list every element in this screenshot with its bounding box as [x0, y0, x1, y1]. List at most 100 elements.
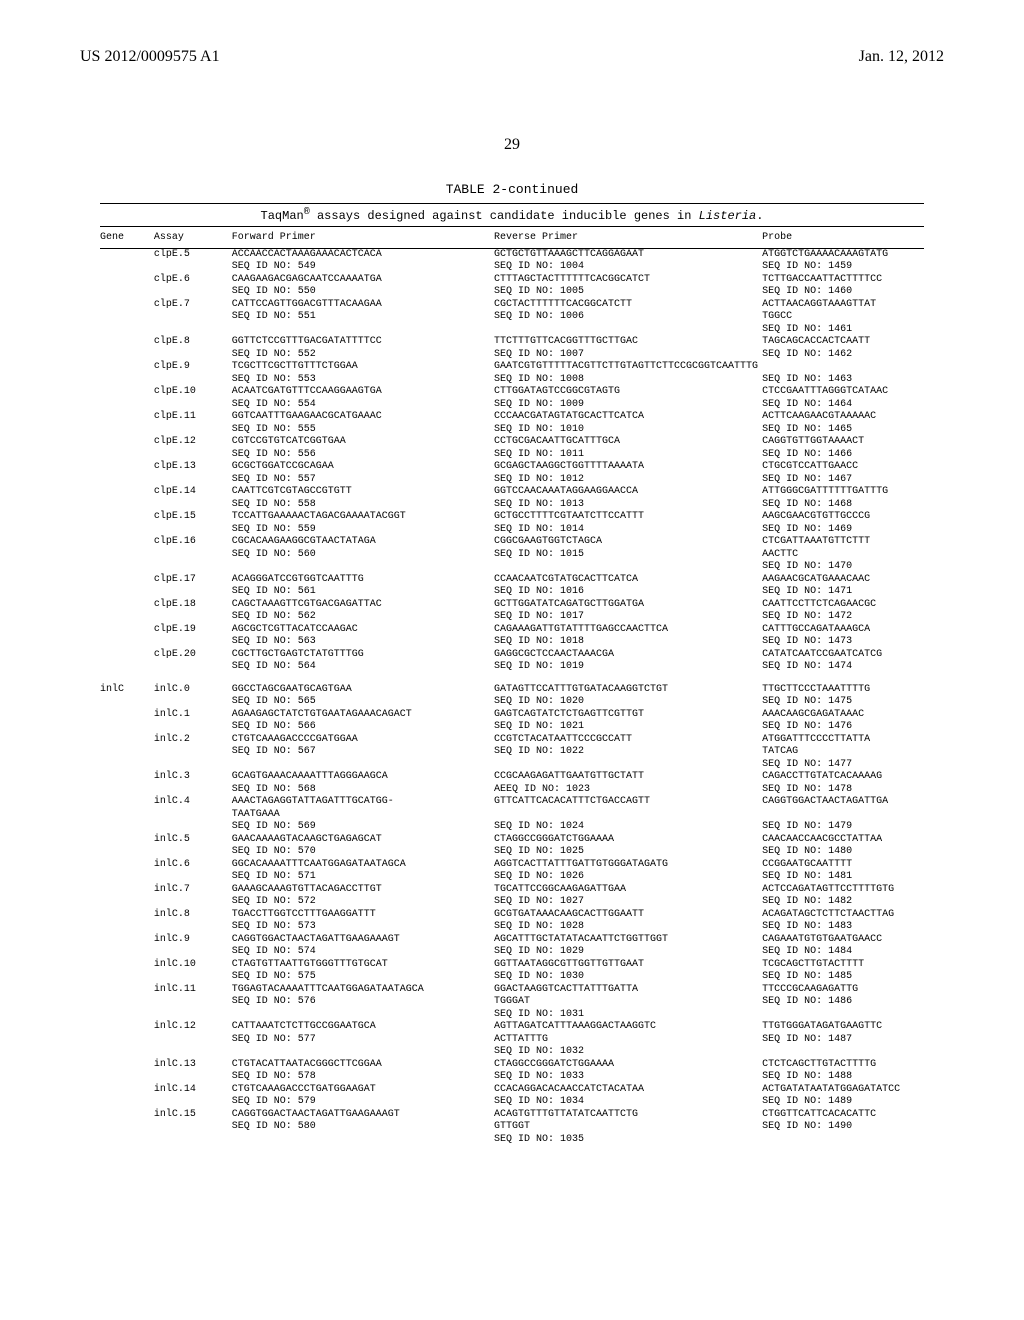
cell-rev: CTAGGCCGGGATCTGGAAAA SEQ ID NO: 1025 [494, 834, 762, 859]
col-fwd: Forward Primer [232, 229, 494, 248]
cell-fwd: GCAGTGAAACAAAATTTAGGGAAGCA SEQ ID NO: 56… [232, 771, 494, 796]
cell-gene [100, 859, 154, 884]
cell-gene [100, 796, 154, 834]
cell-assay: inlC.11 [154, 984, 232, 1022]
cell-fwd: AGCGCTCGTTACATCCAAGAC SEQ ID NO: 563 [232, 624, 494, 649]
cell-gene [100, 984, 154, 1022]
cell-assay: clpE.18 [154, 599, 232, 624]
cell-gene [100, 574, 154, 599]
cell-fwd: AAACTAGAGGTATTAGATTTGCATGG- TAATGAAA SEQ… [232, 796, 494, 834]
cell-fwd: GGCCTAGCGAATGCAGTGAA SEQ ID NO: 565 [232, 684, 494, 709]
cell-probe: ACTGATATAATATGGAGATATCC SEQ ID NO: 1489 [762, 1084, 924, 1109]
cell-fwd: CATTAAATCTCTTGCCGGAATGCA SEQ ID NO: 577 [232, 1021, 494, 1059]
cell-assay: inlC.7 [154, 884, 232, 909]
cell-rev: GGTCCAACAAATAGGAAGGAACCA SEQ ID NO: 1013 [494, 486, 762, 511]
cell-rev: GCTGCTGTTAAAGCTTCAGGAGAAT SEQ ID NO: 100… [494, 248, 762, 274]
table-caption: TABLE 2-continued [80, 182, 944, 197]
cell-assay: clpE.8 [154, 336, 232, 361]
cell-rev: GAATCGTGTTTTTACGTTCTTGTAGTTCTTCCGCGGTCAA… [494, 361, 762, 386]
cell-fwd: CTGTCAAAGACCCCGATGGAA SEQ ID NO: 567 [232, 734, 494, 772]
cell-rev: TGCATTCCGGCAAGAGATTGAA SEQ ID NO: 1027 [494, 884, 762, 909]
cell-assay: clpE.10 [154, 386, 232, 411]
cell-assay: inlC.2 [154, 734, 232, 772]
table-row: clpE.6CAAGAAGACGAGCAATCCAAAATGA SEQ ID N… [100, 274, 924, 299]
cell-probe: AAGCGAACGTGTTGCCCG SEQ ID NO: 1469 [762, 511, 924, 536]
cell-rev: CTAGGCCGGGATCTGGAAAA SEQ ID NO: 1033 [494, 1059, 762, 1084]
cell-fwd: ACCAACCACTAAAGAAACACTCACA SEQ ID NO: 549 [232, 248, 494, 274]
cell-fwd: CGCTTGCTGAGTCTATGTTTGG SEQ ID NO: 564 [232, 649, 494, 674]
cell-gene [100, 734, 154, 772]
cell-gene [100, 649, 154, 674]
cell-probe: ACTCCAGATAGTTCCTTTTGTG SEQ ID NO: 1482 [762, 884, 924, 909]
cell-fwd: ACAATCGATGTTTCCAAGGAAGTGA SEQ ID NO: 554 [232, 386, 494, 411]
cell-fwd: AGAAGAGCTATCTGTGAATAGAAACAGACT SEQ ID NO… [232, 709, 494, 734]
cell-gene [100, 884, 154, 909]
table-row: inlC.15CAGGTGGACTAACTAGATTGAAGAAAGT SEQ … [100, 1109, 924, 1147]
table-row: inlC.11TGGAGTACAAAATTTCAATGGAGATAATAGCA … [100, 984, 924, 1022]
table-row: inlC.9CAGGTGGACTAACTAGATTGAAGAAAGT SEQ I… [100, 934, 924, 959]
cell-gene [100, 248, 154, 274]
cell-rev: CAGAAAGATTGTATTTTGAGCCAACTTCA SEQ ID NO:… [494, 624, 762, 649]
cell-assay: inlC.0 [154, 684, 232, 709]
cell-probe: CAGGTGGACTAACTAGATTGA SEQ ID NO: 1479 [762, 796, 924, 834]
cell-gene [100, 461, 154, 486]
table-header-row: Gene Assay Forward Primer Reverse Primer… [100, 229, 924, 248]
cell-fwd: TCCATTGAAAAACTAGACGAAAATACGGT SEQ ID NO:… [232, 511, 494, 536]
cell-probe: TTGTGGGATAGATGAAGTTC SEQ ID NO: 1487 [762, 1021, 924, 1059]
cell-rev: CCTGCGACAATTGCATTTGCA SEQ ID NO: 1011 [494, 436, 762, 461]
cell-assay: clpE.20 [154, 649, 232, 674]
cell-probe: CTGCGTCCATTGAACC SEQ ID NO: 1467 [762, 461, 924, 486]
cell-rev: CCCAACGATAGTATGCACTTCATCA SEQ ID NO: 101… [494, 411, 762, 436]
cell-gene [100, 934, 154, 959]
cell-probe: TTGCTTCCCTAAATTTTG SEQ ID NO: 1475 [762, 684, 924, 709]
cell-probe: AAACAAGCGAGATAAAC SEQ ID NO: 1476 [762, 709, 924, 734]
cell-rev: CTTTAGCTACTTTTTTCACGGCATCT SEQ ID NO: 10… [494, 274, 762, 299]
patent-number: US 2012/0009575 A1 [80, 48, 220, 66]
cell-probe: CTCCGAATTTAGGGTCATAAC SEQ ID NO: 1464 [762, 386, 924, 411]
cell-fwd: CGCACAAGAAGGCGTAACTATAGA SEQ ID NO: 560 [232, 536, 494, 574]
cell-assay: inlC.14 [154, 1084, 232, 1109]
cell-rev: CCGCAAGAGATTGAATGTTGCTATT AEEQ ID NO: 10… [494, 771, 762, 796]
cell-probe: ACTTCAAGAACGTAAAAAC SEQ ID NO: 1465 [762, 411, 924, 436]
table-row [100, 674, 924, 684]
cell-probe: CTGGTTCATTCACACATTC SEQ ID NO: 1490 [762, 1109, 924, 1147]
cell-gene [100, 386, 154, 411]
col-rev: Reverse Primer [494, 229, 762, 248]
cell-probe: ATTGGGCGATTTTTTGATTTG SEQ ID NO: 1468 [762, 486, 924, 511]
table-row: inlC.4AAACTAGAGGTATTAGATTTGCATGG- TAATGA… [100, 796, 924, 834]
table-row: clpE.12CGTCCGTGTCATCGGTGAA SEQ ID NO: 55… [100, 436, 924, 461]
table-row: inlC.5GAACAAAAGTACAAGCTGAGAGCAT SEQ ID N… [100, 834, 924, 859]
cell-assay: clpE.16 [154, 536, 232, 574]
cell-fwd: CAGCTAAAGTTCGTGACGAGATTAC SEQ ID NO: 562 [232, 599, 494, 624]
table-subcaption: TaqMan® assays designed against candidat… [100, 203, 924, 227]
cell-probe: CAGAAATGTGTGAATGAACC SEQ ID NO: 1484 [762, 934, 924, 959]
table-row: clpE.14CAATTCGTCGTAGCCGTGTT SEQ ID NO: 5… [100, 486, 924, 511]
table-row: clpE.18CAGCTAAAGTTCGTGACGAGATTAC SEQ ID … [100, 599, 924, 624]
cell-probe: TAGCAGCACCACTCAATT SEQ ID NO: 1462 [762, 336, 924, 361]
table-row: inlCinlC.0GGCCTAGCGAATGCAGTGAA SEQ ID NO… [100, 684, 924, 709]
cell-probe: SEQ ID NO: 1463 [762, 361, 924, 386]
cell-gene [100, 624, 154, 649]
cell-probe: ACAGATAGCTCTTCTAACTTAG SEQ ID NO: 1483 [762, 909, 924, 934]
table-row: clpE.11GGTCAATTTGAAGAACGCATGAAAC SEQ ID … [100, 411, 924, 436]
cell-rev: CCACAGGACACAACCATCTACATAA SEQ ID NO: 103… [494, 1084, 762, 1109]
cell-assay: clpE.12 [154, 436, 232, 461]
table-row: clpE.10ACAATCGATGTTTCCAAGGAAGTGA SEQ ID … [100, 386, 924, 411]
cell-probe: CAATTCCTTCTCAGAACGC SEQ ID NO: 1472 [762, 599, 924, 624]
cell-probe: CATATCAATCCGAATCATCG SEQ ID NO: 1474 [762, 649, 924, 674]
cell-fwd: CATTCCAGTTGGACGTTTACAAGAA SEQ ID NO: 551 [232, 299, 494, 337]
table-row: inlC.10CTAGTGTTAATTGTGGGTTTGTGCAT SEQ ID… [100, 959, 924, 984]
cell-probe: CAACAACCAACGCCTATTAA SEQ ID NO: 1480 [762, 834, 924, 859]
page-header: US 2012/0009575 A1 Jan. 12, 2012 [80, 48, 944, 66]
cell-assay: clpE.13 [154, 461, 232, 486]
cell-gene [100, 436, 154, 461]
cell-gene [100, 959, 154, 984]
table-row: clpE.19AGCGCTCGTTACATCCAAGAC SEQ ID NO: … [100, 624, 924, 649]
cell-rev: CGGCGAAGTGGTCTAGCA SEQ ID NO: 1015 [494, 536, 762, 574]
cell-gene [100, 1059, 154, 1084]
cell-rev: GGACTAAGGTCACTTATTTGATTA TGGGAT SEQ ID N… [494, 984, 762, 1022]
cell-probe: TCTTGACCAATTACTTTTCC SEQ ID NO: 1460 [762, 274, 924, 299]
table-row: clpE.5ACCAACCACTAAAGAAACACTCACA SEQ ID N… [100, 248, 924, 274]
cell-fwd: CTGTCAAAGACCCTGATGGAAGAT SEQ ID NO: 579 [232, 1084, 494, 1109]
cell-assay: inlC.6 [154, 859, 232, 884]
